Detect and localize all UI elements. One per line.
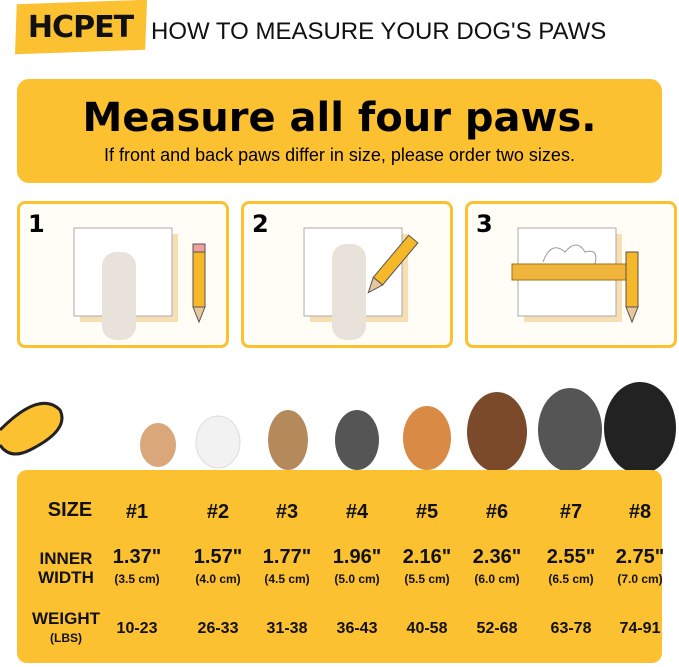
instruction-banner: Measure all four paws. If front and back… [17, 79, 662, 183]
size-8-cm: (7.0 cm) [617, 572, 663, 586]
decorative-swoosh [0, 401, 64, 456]
size-6-cm: (6.0 cm) [474, 572, 520, 586]
page-title: HOW TO MEASURE YOUR DOG'S PAWS [151, 18, 607, 45]
size-6-size: #6 [485, 501, 509, 523]
weight-unit-label: (LBS) [50, 631, 82, 645]
paw-on-paper-illustration [73, 227, 206, 340]
size-7-cm: (6.5 cm) [548, 572, 594, 586]
dog-schnauzer [335, 410, 379, 470]
inner-width-label-1: INNER [39, 549, 93, 568]
size-7-weight: 63-78 [550, 620, 592, 637]
banner-headline: Measure all four paws. [82, 95, 597, 141]
weight-label: WEIGHT [32, 609, 100, 628]
logo-text: HCPET [28, 9, 134, 45]
size-7-inch: 2.55" [546, 546, 596, 568]
dog-shiba [403, 406, 451, 470]
dog-bichon [195, 415, 241, 469]
size-8-inch: 2.75" [615, 546, 665, 568]
size-chart: SIZE INNER WIDTH WEIGHT (LBS) #1 1.37" (3.… [17, 470, 665, 663]
size-2-weight: 26-33 [197, 620, 239, 637]
size-8-size: #8 [628, 501, 652, 523]
size-3-weight: 31-38 [266, 620, 308, 637]
size-6-weight: 52-68 [476, 620, 518, 637]
size-5-inch: 2.16" [402, 546, 452, 568]
banner-subtitle: If front and back paws differ in size, p… [104, 145, 575, 165]
step-number: 1 [28, 210, 45, 238]
step-number: 2 [252, 210, 269, 238]
size-1-inch: 1.37" [112, 546, 162, 568]
size-8-weight: 74-91 [619, 620, 661, 637]
size-4-size: #4 [345, 501, 369, 523]
size-4-inch: 1.96" [332, 546, 382, 568]
size-1-weight: 10-23 [116, 620, 158, 637]
dog-chihuahua [140, 423, 176, 467]
dog-husky [538, 388, 602, 472]
dog-rottweiler [604, 382, 676, 474]
size-5-size: #5 [415, 501, 439, 523]
step-1-panel: 1 [17, 201, 229, 348]
step-2-panel: 2 [241, 201, 453, 348]
size-4-weight: 36-43 [336, 620, 378, 637]
brand-logo: HCPET [15, 0, 147, 55]
size-4-cm: (5.0 cm) [334, 572, 380, 586]
size-2-size: #2 [206, 501, 230, 523]
inner-width-label-2: WIDTH [38, 568, 94, 587]
size-1-cm: (3.5 cm) [114, 572, 160, 586]
dog-breeds-illustration [0, 382, 676, 474]
size-3-cm: (4.5 cm) [264, 572, 310, 586]
size-label: SIZE [47, 499, 93, 521]
step-3-panel: 3 [465, 201, 677, 348]
step-number: 3 [476, 210, 493, 238]
trace-paw-illustration [303, 227, 419, 340]
size-1-size: #1 [125, 501, 149, 523]
ruler-measure-illustration [511, 227, 639, 324]
size-2-cm: (4.0 cm) [195, 572, 241, 586]
dog-yorkie [268, 410, 308, 470]
size-3-size: #3 [275, 501, 299, 523]
size-5-cm: (5.5 cm) [404, 572, 450, 586]
size-6-inch: 2.36" [472, 546, 522, 568]
size-2-inch: 1.57" [193, 546, 243, 568]
dog-aussie [467, 392, 527, 472]
size-3-inch: 1.77" [262, 546, 312, 568]
size-7-size: #7 [559, 501, 583, 523]
size-5-weight: 40-58 [406, 620, 448, 637]
